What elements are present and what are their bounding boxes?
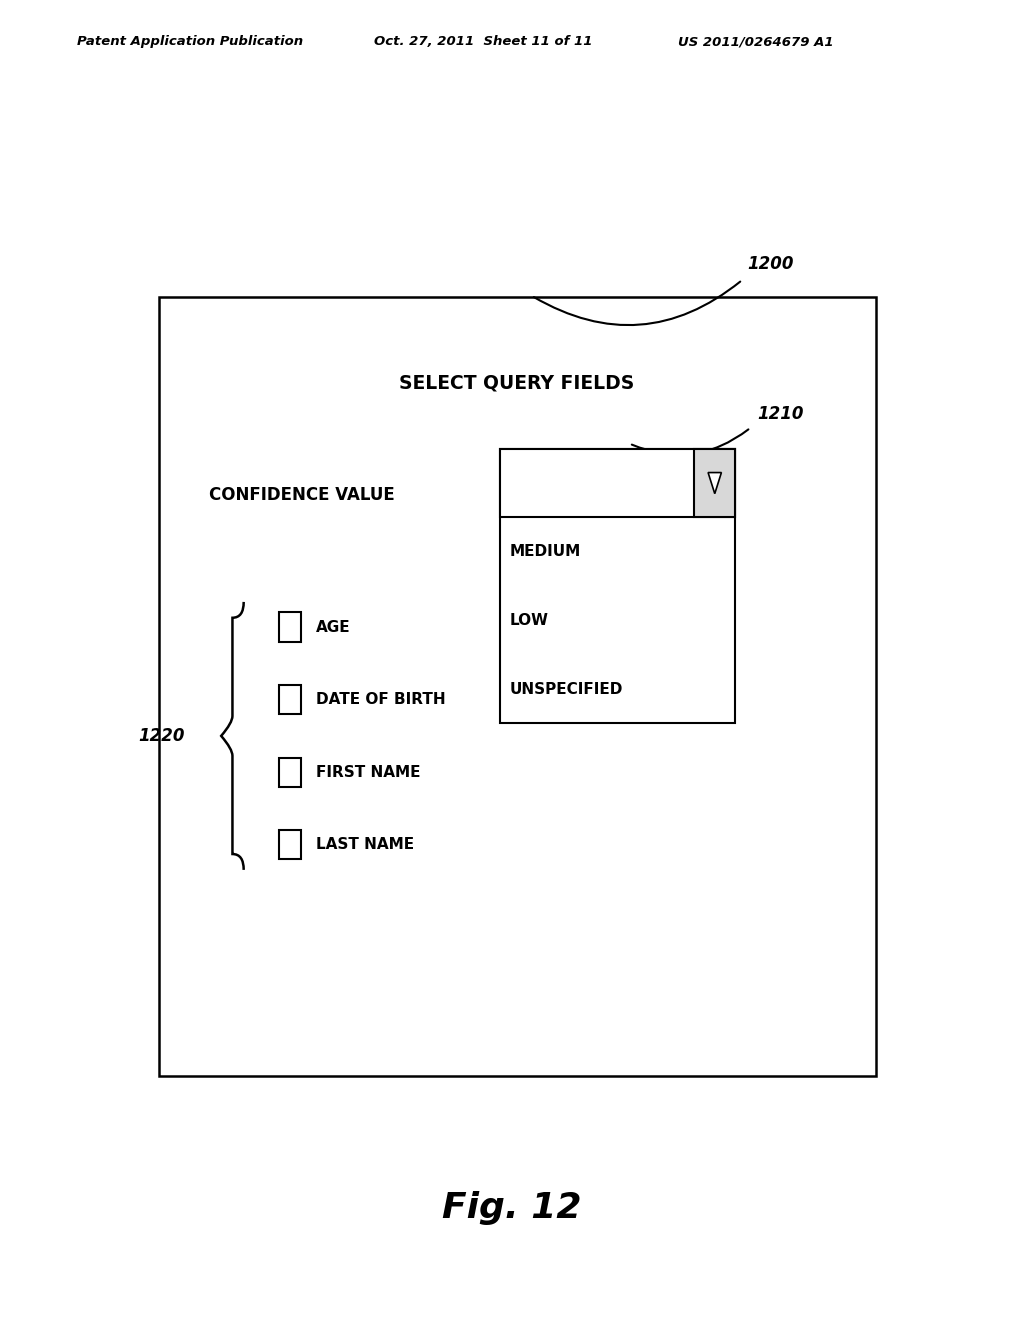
Text: CONFIDENCE VALUE: CONFIDENCE VALUE <box>209 486 395 504</box>
Text: 1210: 1210 <box>758 405 804 424</box>
Bar <box>159 297 876 1076</box>
Text: 1220: 1220 <box>138 727 184 744</box>
Text: AGE: AGE <box>316 619 351 635</box>
Bar <box>279 612 301 642</box>
Text: US 2011/0264679 A1: US 2011/0264679 A1 <box>678 36 834 48</box>
Text: SELECT QUERY FIELDS: SELECT QUERY FIELDS <box>399 374 635 392</box>
Bar <box>500 449 735 723</box>
Bar <box>279 685 301 714</box>
Text: HIGH: HIGH <box>510 475 554 491</box>
Bar <box>279 758 301 787</box>
Text: MEDIUM: MEDIUM <box>510 544 582 560</box>
Polygon shape <box>709 473 721 494</box>
Bar <box>500 449 735 517</box>
Text: FIRST NAME: FIRST NAME <box>316 764 421 780</box>
Text: Patent Application Publication: Patent Application Publication <box>77 36 303 48</box>
Text: UNSPECIFIED: UNSPECIFIED <box>510 681 624 697</box>
Text: 1200: 1200 <box>748 255 794 273</box>
Text: DATE OF BIRTH: DATE OF BIRTH <box>316 692 446 708</box>
Text: LOW: LOW <box>510 612 549 628</box>
Bar <box>694 449 735 517</box>
Text: LAST NAME: LAST NAME <box>316 837 415 853</box>
Text: Oct. 27, 2011  Sheet 11 of 11: Oct. 27, 2011 Sheet 11 of 11 <box>374 36 592 48</box>
Text: Fig. 12: Fig. 12 <box>442 1191 582 1225</box>
Bar <box>279 830 301 859</box>
